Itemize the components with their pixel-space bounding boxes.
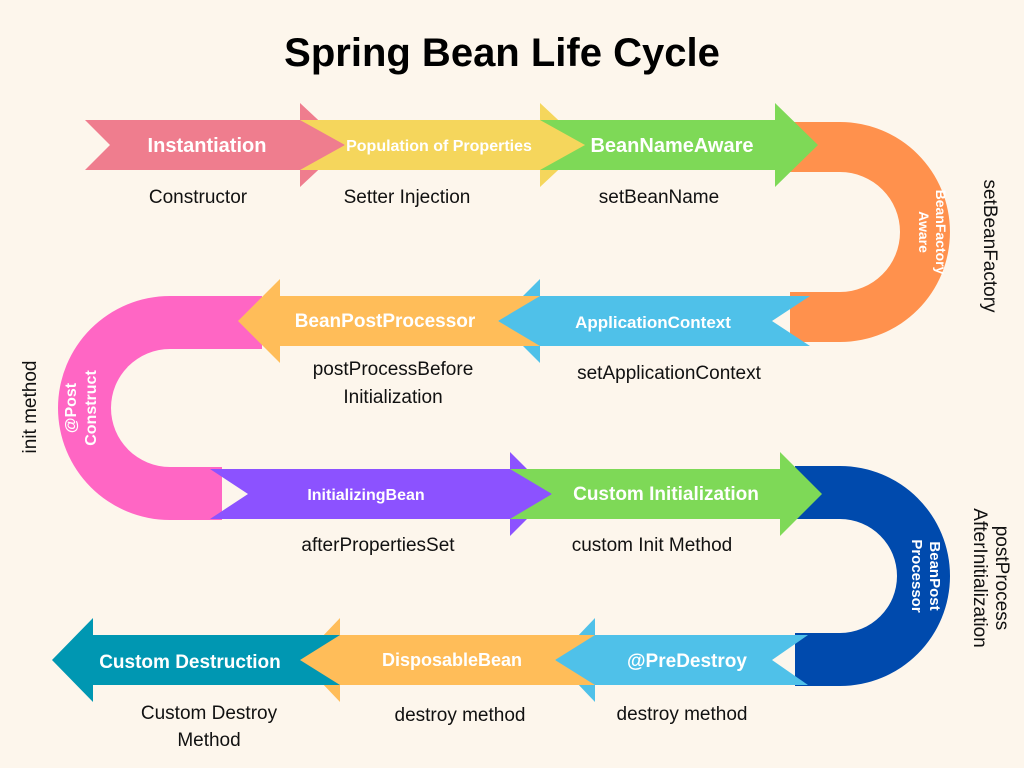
disposable-bean-caption: destroy method	[395, 705, 526, 726]
initializing-bean-caption: afterPropertiesSet	[301, 535, 455, 556]
disposable-bean-arrow	[300, 618, 595, 702]
bean-post-processor-after-label-line2: Processor	[908, 539, 925, 613]
population-label: Population of Properties	[346, 138, 532, 155]
post-construct-label-line2: Construct	[83, 370, 100, 446]
initializing-bean-arrow	[210, 452, 552, 536]
bean-post-processor-before-caption-line1: postProcessBefore	[313, 359, 474, 380]
post-construct-uturn	[58, 296, 262, 520]
instantiation-caption: Constructor	[149, 187, 248, 208]
application-context-label: ApplicationContext	[575, 313, 731, 332]
custom-initialization-arrow	[510, 452, 822, 536]
bean-factory-aware-caption: setBeanFactory	[979, 179, 1000, 313]
post-construct-label-line1: @Post	[63, 382, 80, 433]
bean-factory-aware-uturn	[790, 122, 950, 342]
custom-initialization-caption: custom Init Method	[572, 535, 733, 556]
bean-factory-aware-label-line1: BeanFactory	[933, 190, 949, 275]
custom-destruction-caption-line2: Method	[177, 730, 240, 751]
population-arrow	[300, 103, 585, 187]
bean-post-processor-before-arrow	[238, 279, 540, 363]
bean-post-processor-after-caption-line1: postProcess	[991, 526, 1012, 631]
bean-name-aware-label: BeanNameAware	[590, 135, 753, 157]
pre-destroy-arrow	[555, 618, 808, 702]
instantiation-arrow	[85, 103, 345, 187]
bean-post-processor-after-caption-line2: AfterInitialization	[969, 508, 990, 647]
bean-factory-aware-label-group: BeanFactory Aware	[916, 190, 949, 275]
pre-destroy-caption: destroy method	[617, 704, 748, 725]
application-context-caption: setApplicationContext	[577, 363, 761, 384]
custom-initialization-label: Custom Initialization	[573, 484, 759, 505]
bean-name-aware-arrow	[540, 103, 818, 187]
page-title: Spring Bean Life Cycle	[284, 31, 720, 75]
bean-post-processor-after-label-group: BeanPost Processor	[908, 539, 943, 613]
bean-factory-aware-label-line2: Aware	[916, 211, 932, 253]
disposable-bean-label: DisposableBean	[382, 650, 522, 670]
custom-destruction-caption-line1: Custom Destroy	[141, 703, 278, 724]
application-context-arrow	[498, 279, 810, 363]
bean-post-processor-after-uturn	[795, 466, 950, 686]
post-construct-label-group: @Post Construct	[63, 370, 100, 446]
pre-destroy-label: @PreDestroy	[627, 651, 747, 672]
initializing-bean-label: InitializingBean	[307, 487, 424, 504]
instantiation-label: Instantiation	[148, 135, 267, 157]
post-construct-caption: init method	[20, 361, 41, 454]
custom-destruction-label: Custom Destruction	[99, 652, 281, 673]
bean-post-processor-after-label-line1: BeanPost	[926, 541, 943, 610]
bean-name-aware-caption: setBeanName	[599, 187, 719, 208]
bean-post-processor-before-label: BeanPostProcessor	[295, 311, 476, 332]
population-caption: Setter Injection	[344, 187, 471, 208]
bean-post-processor-before-caption-line2: Initialization	[343, 387, 442, 408]
bean-post-processor-after-caption-group: postProcess AfterInitialization	[969, 508, 1012, 647]
custom-destruction-arrow	[52, 618, 340, 702]
